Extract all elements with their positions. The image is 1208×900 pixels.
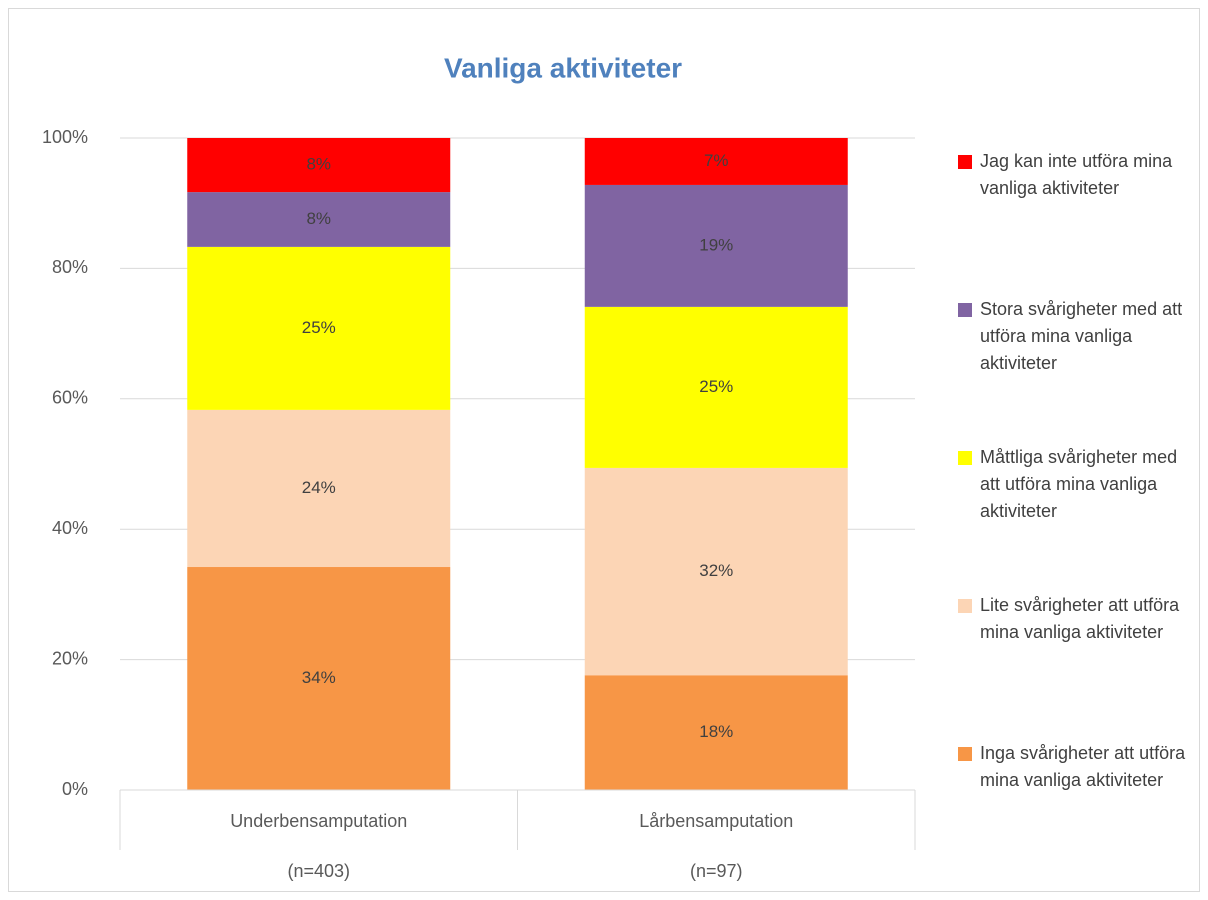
data-label: 7%: [704, 151, 729, 170]
legend-item: Lite svårigheter att utföra mina vanliga…: [958, 592, 1193, 646]
y-tick-label: 40%: [52, 518, 88, 538]
legend-label: Stora svårigheter med att utföra mina va…: [980, 299, 1183, 373]
legend-item: Måttliga svårigheter med att utföra mina…: [958, 444, 1193, 525]
x-tick-sublabel: (n=403): [287, 861, 350, 881]
x-tick-sublabel: (n=97): [690, 861, 743, 881]
bar-segment: [187, 567, 451, 790]
legend-label: Lite svårigheter att utföra mina vanliga…: [980, 595, 1180, 642]
legend-swatch: [958, 303, 972, 317]
bar-segment: [187, 192, 451, 247]
legend-item: Inga svårigheter att utföra mina vanliga…: [958, 740, 1193, 794]
bar-segment: [187, 409, 451, 568]
data-label: 24%: [302, 478, 336, 497]
legend-label: Inga svårigheter att utföra mina vanliga…: [980, 743, 1186, 790]
y-tick-label: 60%: [52, 388, 88, 408]
y-tick-label: 100%: [42, 127, 88, 147]
legend-swatch: [958, 747, 972, 761]
bar-segment: [584, 306, 848, 468]
legend-label: Måttliga svårigheter med att utföra mina…: [980, 447, 1178, 521]
bar-segment: [584, 138, 848, 185]
y-tick-label: 80%: [52, 257, 88, 277]
legend-label: Jag kan inte utföra mina vanliga aktivit…: [980, 151, 1173, 198]
legend-item: Jag kan inte utföra mina vanliga aktivit…: [958, 148, 1193, 202]
legend-swatch: [958, 599, 972, 613]
y-tick-label: 0%: [62, 779, 88, 799]
bar-segment: [584, 184, 848, 307]
bar-segment: [584, 467, 848, 676]
legend-item: Stora svårigheter med att utföra mina va…: [958, 296, 1193, 377]
data-label: 34%: [302, 668, 336, 687]
x-tick-label: Underbensamputation: [230, 811, 407, 831]
bar-segment: [187, 138, 451, 193]
legend-swatch: [958, 155, 972, 169]
data-label: 25%: [302, 318, 336, 337]
data-label: 25%: [699, 377, 733, 396]
data-label: 8%: [306, 155, 331, 174]
y-tick-label: 20%: [52, 648, 88, 668]
data-label: 8%: [306, 209, 331, 228]
bar-segment: [187, 246, 451, 410]
chart-title: Vanliga aktiviteter: [444, 52, 682, 83]
data-label: 19%: [699, 235, 733, 254]
legend-swatch: [958, 451, 972, 465]
x-tick-label: Lårbensamputation: [639, 811, 793, 831]
data-label: 32%: [699, 561, 733, 580]
bar-segment: [584, 675, 848, 790]
data-label: 18%: [699, 722, 733, 741]
